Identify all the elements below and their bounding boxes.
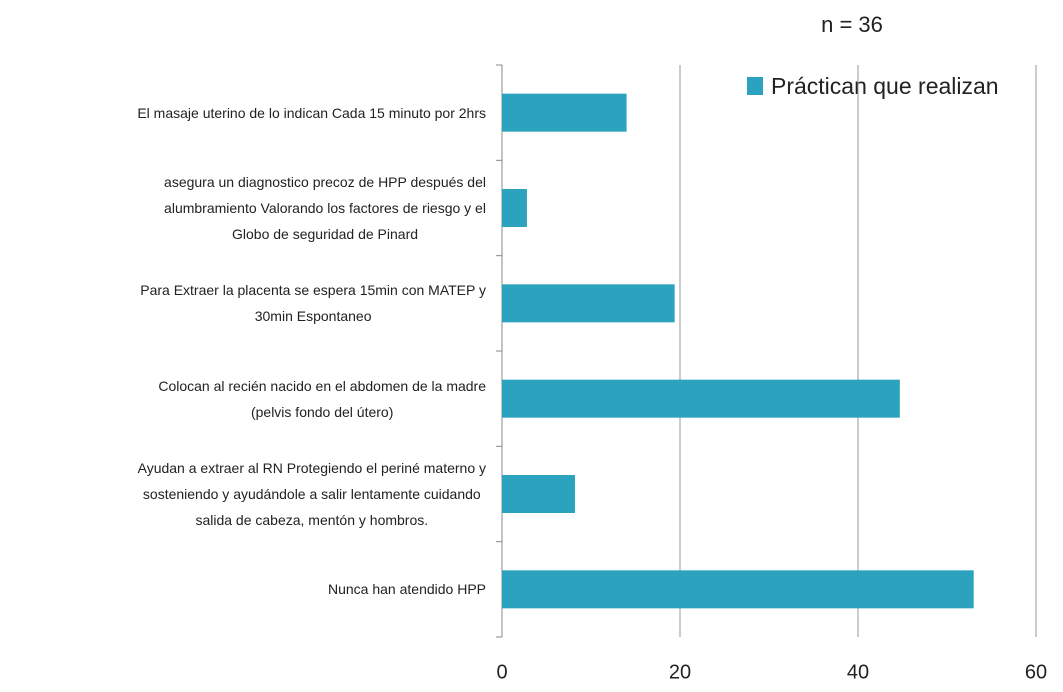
x-tick-label: 60 [1025, 661, 1047, 683]
bar [502, 570, 974, 609]
category-label-box: asegura un diagnostico precoz de HPP des… [8, 160, 486, 255]
bar [502, 284, 675, 323]
bar [502, 475, 575, 513]
legend-label: Práctican que realizan [771, 73, 999, 99]
legend-swatch [747, 77, 763, 95]
category-label-box: Ayudan a extraer al RN Protegiendo el pe… [8, 446, 486, 541]
category-label-box: El masaje uterino de lo indican Cada 15 … [8, 65, 486, 160]
y-tick-label: Nunca han atendido HPP [328, 581, 486, 598]
x-tick-label: 40 [847, 661, 869, 683]
category-label-box: Nunca han atendido HPP [8, 542, 486, 637]
y-tick-label: Ayudan a extraer al RN Protegiendo el pe… [137, 459, 486, 528]
bar [502, 93, 627, 132]
y-tick-label: asegura un diagnostico precoz de HPP des… [164, 173, 486, 242]
x-tick-label: 20 [669, 661, 691, 683]
y-tick-label: Para Extraer la placenta se espera 15min… [140, 282, 486, 325]
category-label-box: Para Extraer la placenta se espera 15min… [8, 256, 486, 351]
chart-title: n = 36 [821, 12, 883, 37]
category-label-box: Colocan al recién nacido en el abdomen d… [8, 351, 486, 446]
y-tick-label: Colocan al recién nacido en el abdomen d… [158, 377, 486, 420]
y-tick-label: El masaje uterino de lo indican Cada 15 … [137, 104, 486, 121]
x-tick-label: 0 [496, 661, 507, 683]
bar [502, 379, 900, 418]
bar [502, 189, 527, 227]
